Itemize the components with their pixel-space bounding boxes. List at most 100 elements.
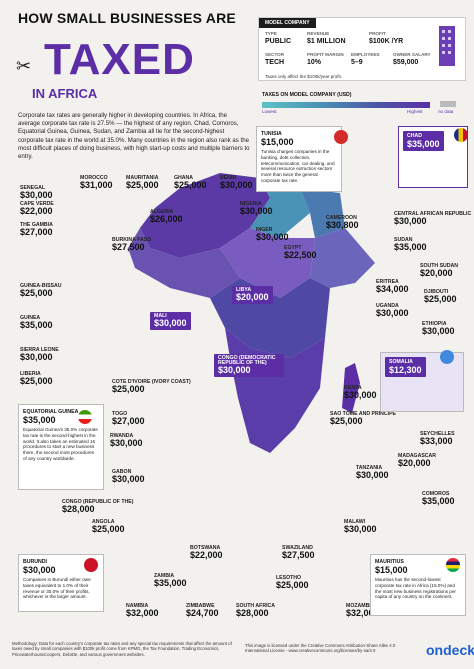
- title-line2: TAXED: [44, 35, 195, 84]
- country-label: TANZANIA $30,000: [356, 465, 389, 481]
- country-label: NIGERIA $30,000: [240, 201, 273, 217]
- country-label-highlight: MALI $30,000: [150, 312, 191, 331]
- country-label: KENYA $30,000: [344, 385, 377, 401]
- country-label: GHANA $25,000: [174, 175, 207, 191]
- callout-text: Companies in Burundi either owe taxes eq…: [23, 577, 91, 600]
- country-label: GUINEA $35,000: [20, 315, 53, 331]
- legend: TAXES ON MODEL COMPANY (USD) Lowest High…: [262, 92, 462, 114]
- callout-burundi: BURUNDI $30,000 Companies in Burundi eit…: [18, 554, 104, 612]
- country-label: ALGERIA $26,000: [150, 209, 183, 225]
- legend-highest: Highest: [407, 109, 423, 114]
- callout-tax: $30,000: [23, 565, 56, 575]
- callout-tunisia: TUNISIA $15,000 Tunisia charges companie…: [256, 126, 342, 192]
- callout-tax: $35,000: [23, 415, 56, 425]
- country-label: CONGO (REPUBLIC OF THE) $28,000: [62, 499, 134, 515]
- map-libya-region: [250, 178, 310, 238]
- tunisia-flag-icon: [334, 130, 348, 144]
- country-label: ETHIOPIA $30,000: [422, 321, 455, 337]
- country-label: ANGOLA $25,000: [92, 519, 125, 535]
- country-label: ERITREA $34,000: [376, 279, 409, 295]
- callout-mauritius: MAURITIUS $15,000 Mauritius has the seco…: [370, 554, 466, 616]
- country-label: BOTSWANA $22,000: [190, 545, 223, 561]
- country-label: RWANDA $30,000: [110, 433, 143, 449]
- callout-tax: $15,000: [261, 137, 294, 147]
- country-label: DJIBOUTI $25,000: [424, 289, 457, 305]
- building-icon: [439, 26, 455, 66]
- title-line1: HOW SMALL BUSINESSES ARE: [18, 10, 236, 26]
- mc-key: REVENUE: [307, 31, 330, 36]
- mc-value: PUBLIC: [265, 38, 292, 45]
- legend-no-data: no data: [438, 109, 454, 114]
- chad-badge: CHAD $35,000: [403, 131, 444, 151]
- callout-text: Tunisia charges companies in the banking…: [261, 149, 335, 183]
- methodology-text: Methodology: Data for each country's cor…: [12, 641, 232, 657]
- country-label: GUINEA-BISSAU $25,000: [20, 283, 62, 299]
- mc-value: $1 MILLION: [307, 38, 346, 45]
- country-label: ZAMBIA $35,000: [154, 573, 187, 589]
- mc-value: 5–9: [351, 59, 363, 66]
- map-horn: [310, 228, 375, 288]
- somalia-flag-icon: [440, 350, 454, 364]
- country-label: GABON $30,000: [112, 469, 145, 485]
- mc-key: PROFIT: [369, 31, 386, 36]
- country-label: NIGER $30,000: [256, 227, 289, 243]
- country-label: NAMIBIA $32,000: [126, 603, 159, 619]
- mc-key: PROFIT MARGIN: [307, 52, 344, 57]
- country-label: MALAWI $30,000: [344, 519, 377, 535]
- callout-name: BURUNDI: [23, 559, 47, 565]
- country-label-highlight: LIBYA $20,000: [232, 286, 273, 305]
- country-label: SEYCHELLES $33,000: [420, 431, 455, 447]
- scissors-icon: ✂: [16, 56, 32, 76]
- country-label: LIBERIA $25,000: [20, 371, 53, 387]
- chad-flag-icon: [454, 128, 468, 142]
- mc-value: $59,000: [393, 59, 419, 66]
- map-westafrica: [128, 228, 240, 298]
- country-label: SWAZILAND $27,500: [282, 545, 315, 561]
- callout-equatorial-guinea: EQUATORIAL GUINEA $35,000 Equatorial Gui…: [18, 404, 104, 490]
- title-line3: IN AFRICA: [32, 86, 98, 101]
- country-label: CENTRAL AFRICAN REPUBLIC $30,000: [394, 211, 472, 227]
- country-label: BURKINA FASO $27,500: [112, 237, 152, 253]
- mc-key: SECTOR: [265, 52, 285, 57]
- callout-name: TUNISIA: [261, 131, 282, 137]
- license-text: This image is licensed under the Creativ…: [245, 643, 396, 654]
- ondeck-logo: ondeck: [426, 642, 474, 658]
- legend-gradient: [262, 102, 430, 108]
- country-label: COMOROS $35,000: [422, 491, 455, 507]
- country-label: MOZAMBIQUE $32,000: [346, 603, 383, 619]
- map-central: [220, 228, 315, 298]
- country-label: BENIN $30,000: [220, 175, 253, 191]
- country-label-highlight: CONGO (DEMOCRATIC REPUBLIC OF THE) $30,00…: [214, 354, 284, 378]
- country-label: SUDAN $35,000: [394, 237, 427, 253]
- model-company-title: MODEL COMPANY: [259, 18, 316, 28]
- africa-map: [128, 173, 375, 453]
- mc-value: TECH: [265, 59, 285, 66]
- burundi-flag-icon: [84, 558, 98, 572]
- country-label: LESOTHO $25,000: [276, 575, 309, 591]
- mc-key: EMPLOYEES: [351, 52, 380, 57]
- country-label: SAO TOME AND PRINCIPE $25,000: [330, 411, 397, 427]
- country-label: MAURITANIA $25,000: [126, 175, 159, 191]
- country-label: SENEGAL $30,000: [20, 185, 53, 201]
- mc-key: OWNER SALARY: [393, 52, 431, 57]
- mc-note: Taxes only affect the $100k/year profit.: [265, 74, 342, 79]
- country-label: SOUTH SUDAN $20,000: [420, 263, 459, 279]
- map-egypt-region: [300, 188, 345, 238]
- equatorial-guinea-flag-icon: [78, 410, 92, 424]
- somalia-badge: SOMALIA $12,300: [385, 357, 426, 377]
- country-label: EGYPT $22,500: [284, 245, 317, 261]
- callout-text: Equatorial Guinea's 35.0% corporate tax …: [23, 427, 98, 461]
- country-label: ZIMBABWE $24,700: [186, 603, 219, 619]
- callout-name: MAURITIUS: [375, 559, 404, 565]
- callout-tax: $15,000: [375, 565, 408, 575]
- legend-title: TAXES ON MODEL COMPANY (USD): [262, 92, 352, 98]
- callout-text: Mauritius has the second-lowest corporat…: [375, 577, 456, 600]
- mc-key: TYPE: [265, 31, 277, 36]
- country-label: CAMEROON $30,800: [326, 215, 359, 231]
- mc-value: $100K /YR: [369, 38, 404, 45]
- country-label: TOGO $27,000: [112, 411, 145, 427]
- country-label: CAPE VERDE $22,000: [20, 201, 54, 217]
- callout-name: EQUATORIAL GUINEA: [23, 409, 79, 415]
- model-company-card: MODEL COMPANY TYPE PUBLIC REVENUE $1 MIL…: [258, 17, 466, 81]
